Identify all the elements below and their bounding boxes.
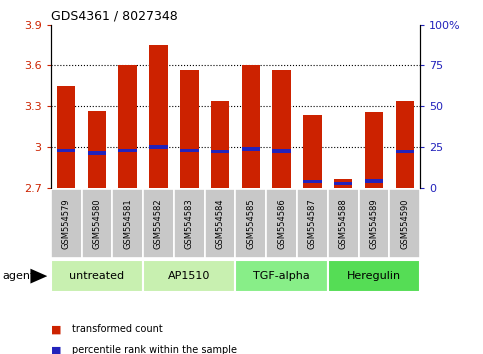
Bar (88, 111, 106, 188)
Bar (211, 101, 229, 188)
Text: AP1510: AP1510 (168, 271, 211, 281)
Bar (236, 260, 328, 292)
Bar (88, 151, 106, 155)
Bar (57, 149, 75, 152)
Bar (149, 145, 168, 149)
Bar (334, 179, 353, 188)
Bar (365, 179, 384, 183)
Text: untreated: untreated (70, 271, 125, 281)
Bar (57, 86, 75, 188)
Bar (266, 189, 297, 258)
Text: GSM554588: GSM554588 (339, 199, 348, 249)
Text: GSM554590: GSM554590 (400, 199, 409, 249)
Bar (236, 189, 266, 258)
Bar (389, 189, 420, 258)
Bar (242, 147, 260, 151)
Text: GSM554579: GSM554579 (62, 199, 71, 249)
Text: GSM554585: GSM554585 (246, 199, 256, 249)
Bar (396, 150, 414, 153)
Text: Heregulin: Heregulin (347, 271, 401, 281)
Bar (365, 112, 384, 188)
Text: GSM554581: GSM554581 (123, 199, 132, 249)
Bar (297, 189, 328, 258)
Text: GDS4361 / 8027348: GDS4361 / 8027348 (51, 9, 177, 22)
Bar (272, 149, 291, 153)
Bar (334, 182, 353, 185)
Text: GSM554582: GSM554582 (154, 199, 163, 249)
Bar (242, 65, 260, 188)
Bar (112, 189, 143, 258)
Bar (303, 180, 322, 183)
Text: ■: ■ (51, 324, 61, 334)
Text: transformed count: transformed count (72, 324, 163, 334)
Bar (328, 189, 358, 258)
Text: GSM554587: GSM554587 (308, 199, 317, 249)
Bar (205, 189, 236, 258)
Bar (143, 189, 174, 258)
Text: GSM554584: GSM554584 (215, 199, 225, 249)
Text: TGF-alpha: TGF-alpha (253, 271, 310, 281)
Bar (180, 70, 199, 188)
Bar (272, 70, 291, 188)
Polygon shape (30, 269, 47, 284)
Bar (51, 189, 82, 258)
Bar (180, 149, 199, 152)
Text: agent: agent (2, 271, 35, 281)
Text: ■: ■ (51, 346, 61, 354)
Bar (174, 189, 205, 258)
Bar (396, 101, 414, 188)
Bar (303, 115, 322, 188)
Text: GSM554586: GSM554586 (277, 199, 286, 249)
Text: GSM554580: GSM554580 (92, 199, 101, 249)
Bar (143, 260, 236, 292)
Text: GSM554589: GSM554589 (369, 199, 379, 249)
Text: GSM554583: GSM554583 (185, 199, 194, 249)
Bar (118, 65, 137, 188)
Bar (82, 189, 112, 258)
Bar (211, 150, 229, 153)
Bar (149, 45, 168, 188)
Bar (358, 189, 389, 258)
Bar (118, 149, 137, 152)
Bar (328, 260, 420, 292)
Text: percentile rank within the sample: percentile rank within the sample (72, 346, 238, 354)
Bar (51, 260, 143, 292)
